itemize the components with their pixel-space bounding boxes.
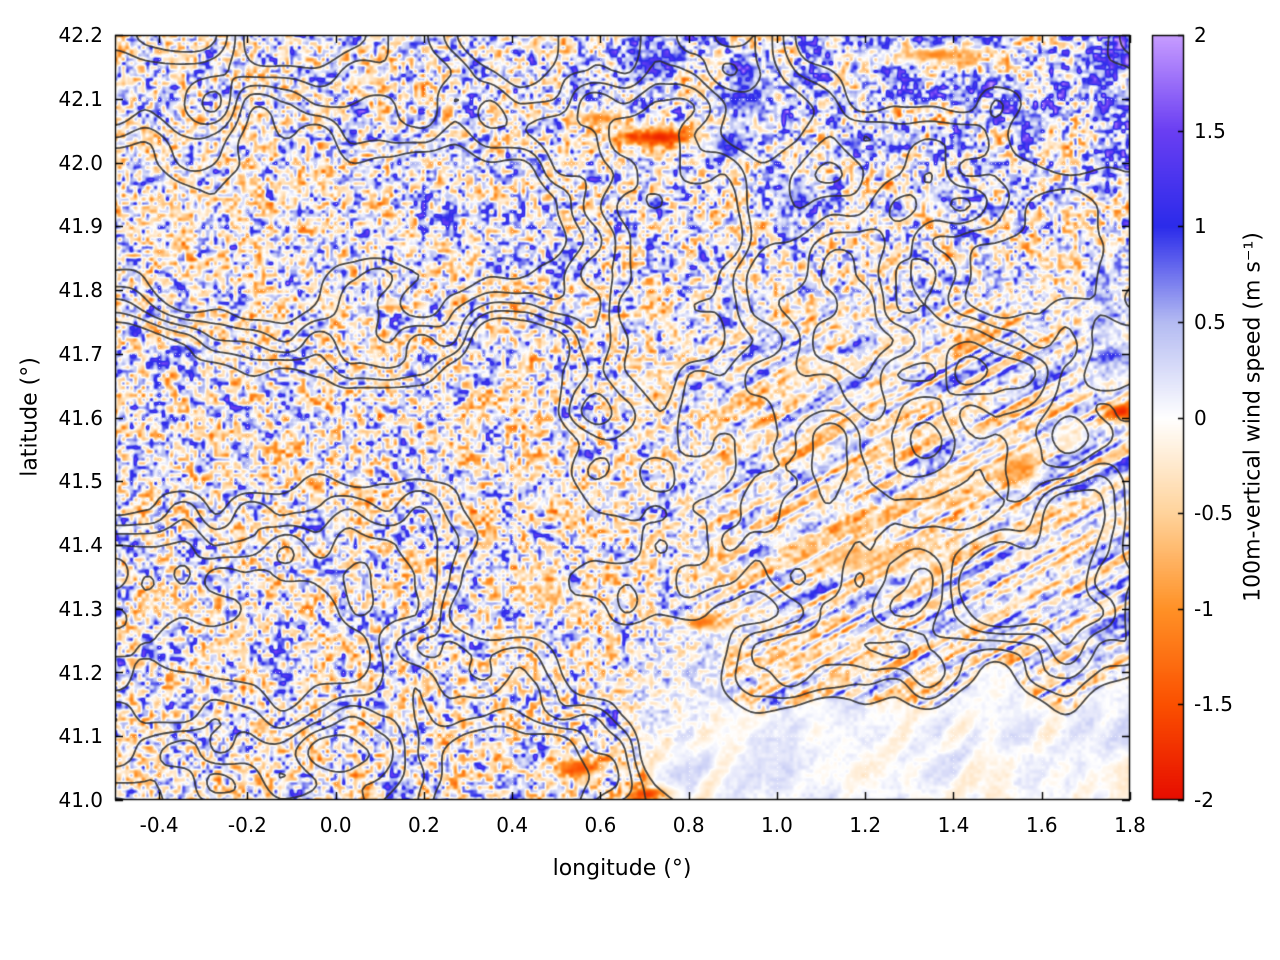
- x-tick-label: 0.6: [584, 813, 617, 837]
- colorbar-tick-label: 1.5: [1194, 118, 1226, 143]
- colorbar-tick-label: -1.5: [1194, 692, 1234, 717]
- x-tick-label: 1.8: [1114, 813, 1146, 837]
- colorbar-axis-label: 100m-vertical wind speed (m s⁻¹): [1240, 232, 1266, 602]
- colorbar-tick-label: 0.5: [1194, 309, 1226, 334]
- x-tick-label: 0.0: [319, 813, 352, 837]
- y-tick-label: 41.0: [58, 788, 103, 812]
- x-tick-label: 1.0: [761, 813, 793, 837]
- x-tick-label: 0.2: [408, 813, 440, 837]
- y-tick-label: 41.3: [58, 596, 103, 621]
- x-tick-label: -0.2: [227, 813, 267, 837]
- colorbar-tick-label: -1: [1194, 596, 1214, 621]
- x-axis-label: longitude (°): [552, 856, 692, 881]
- x-tick-label: 1.4: [937, 813, 970, 837]
- y-tick-label: 41.9: [58, 214, 103, 239]
- x-tick-label: 1.6: [1025, 813, 1058, 837]
- x-tick-label: 0.4: [496, 813, 529, 837]
- colorbar-tick-label: -2: [1194, 788, 1214, 812]
- colorbar-tick-label: 2: [1194, 23, 1207, 47]
- y-tick-label: 41.6: [58, 405, 103, 430]
- colorbar-tick-label: 0: [1194, 405, 1207, 430]
- y-tick-label: 41.8: [58, 278, 103, 302]
- y-tick-label: 41.5: [58, 469, 103, 494]
- y-tick-label: 41.2: [58, 660, 103, 685]
- colorbar-tick-label: 1: [1194, 214, 1207, 239]
- y-tick-label: 42.2: [58, 23, 103, 47]
- colorbar-tick-label: -0.5: [1194, 501, 1234, 526]
- y-tick-label: 41.1: [58, 724, 103, 749]
- y-tick-label: 41.7: [58, 341, 103, 366]
- y-tick-label: 42.0: [58, 150, 103, 175]
- y-axis-label: latitude (°): [17, 357, 43, 477]
- x-tick-label: 0.8: [672, 813, 705, 837]
- y-tick-label: 41.4: [58, 533, 103, 557]
- x-tick-label: 1.2: [849, 813, 882, 837]
- x-tick-label: -0.4: [139, 813, 179, 837]
- y-tick-label: 42.1: [58, 86, 103, 111]
